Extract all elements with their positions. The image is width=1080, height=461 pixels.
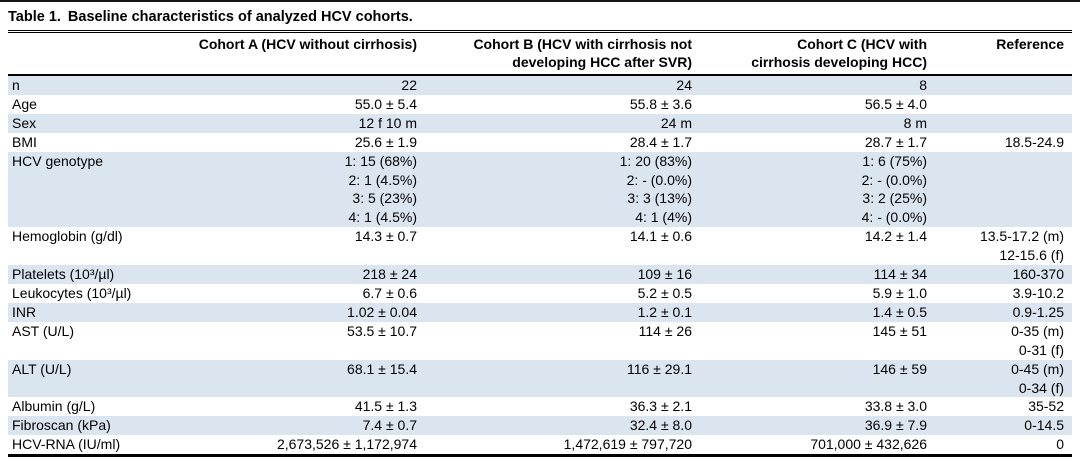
- value-cell-cohort_c: 1: 6 (75%) 2: - (0.0%) 3: 2 (25%) 4: - (…: [861, 152, 927, 226]
- row-label-cell: Fibroscan (kPa): [12, 417, 111, 434]
- value-cell-cohort_a: 7.4 ± 0.7: [362, 417, 417, 434]
- row-label-cell: HCV genotype: [12, 152, 104, 169]
- value-cell-reference: [935, 114, 1072, 133]
- value-cell-cohort_c: 145 ± 51: [872, 322, 927, 339]
- value-cell-cohort_a: 55.0 ± 5.4: [354, 95, 417, 112]
- value-cell-reference: 0-35 (m) 0-31 (f): [1011, 322, 1064, 358]
- table-title: Table 1. Baseline characteristics of anal…: [8, 9, 1072, 25]
- header-cohort-c: Cohort C (HCV with cirrhosis developing …: [700, 33, 935, 76]
- table-row: Sex 12 f 10 m 24 m 8 m: [8, 113, 1072, 133]
- header-row: Cohort A (HCV without cirrhosis) Cohort …: [8, 33, 1072, 76]
- value-cell-reference: 160-370: [1012, 266, 1064, 283]
- header-reference: Reference: [935, 33, 1072, 76]
- value-cell-cohort_b: 14.1 ± 0.6: [629, 228, 692, 245]
- value-cell-cohort_a: 53.5 ± 10.7: [347, 322, 417, 339]
- value-cell-cohort_c: 5.9 ± 1.0: [872, 284, 927, 301]
- value-cell-cohort_a: 12 f 10 m: [358, 114, 417, 131]
- table-row: BMI 25.6 ± 1.9 28.4 ± 1.7 28.7 ± 1.7 18.5-24…: [8, 133, 1072, 152]
- table-row: ALT (U/L) 68.1 ± 15.4 116 ± 29.1 146 ± 59 0-…: [8, 359, 1072, 398]
- value-cell-cohort_b: 109 ± 16: [637, 266, 692, 283]
- row-label-cell: n: [12, 77, 20, 93]
- value-cell-reference: 0-14.5: [1024, 417, 1064, 434]
- table-number: Table 1.: [8, 9, 61, 25]
- value-cell-cohort_c: 14.2 ± 1.4: [864, 228, 927, 245]
- value-cell-reference: [935, 75, 1072, 95]
- table-title-text: Baseline characteristics of analyzed HCV…: [67, 9, 413, 25]
- value-cell-cohort_a: 2,673,526 ± 1,172,974: [276, 436, 417, 453]
- table-row: Leukocytes (10³/µl) 6.7 ± 0.6 5.2 ± 0.5 5.9…: [8, 284, 1072, 303]
- baseline-characteristics-table: Cohort A (HCV without cirrhosis) Cohort …: [8, 33, 1072, 458]
- value-cell-cohort_b: 24 m: [660, 114, 692, 131]
- value-cell-cohort_c: 56.5 ± 4.0: [864, 95, 927, 112]
- row-label-cell: Platelets (10³/µl): [12, 266, 115, 283]
- value-cell-reference: 0: [1056, 436, 1064, 453]
- header-cohort-b: Cohort B (HCV with cirrhosis not develop…: [425, 33, 700, 76]
- value-cell-cohort_b: 116 ± 29.1: [626, 360, 692, 377]
- row-label-cell: Age: [12, 95, 37, 112]
- table-row: n 22 24 8: [8, 75, 1072, 95]
- value-cell-reference: 3.9-10.2: [1012, 284, 1064, 301]
- value-cell-cohort_b: 1,472,619 ± 797,720: [563, 436, 692, 453]
- value-cell-cohort_a: 25.6 ± 1.9: [354, 133, 417, 150]
- table-header: Cohort A (HCV without cirrhosis) Cohort …: [8, 33, 1072, 76]
- value-cell-reference: 13.5-17.2 (m) 12-15.6 (f): [979, 228, 1064, 264]
- row-label-cell: Albumin (g/L): [12, 398, 96, 415]
- table-row: Age 55.0 ± 5.4 55.8 ± 3.6 56.5 ± 4.0: [8, 95, 1072, 114]
- value-cell-reference: 35-52: [1028, 398, 1064, 415]
- table-row: Hemoglobin (g/dl) 14.3 ± 0.7 14.1 ± 0.6 14.…: [8, 227, 1072, 265]
- value-cell-cohort_c: 36.9 ± 7.9: [864, 417, 927, 434]
- row-label-cell: Hemoglobin (g/dl): [12, 228, 123, 245]
- row-label-cell: HCV-RNA (IU/ml): [12, 436, 121, 453]
- value-cell-cohort_a: 68.1 ± 15.4: [347, 360, 417, 377]
- row-label-cell: Sex: [12, 114, 37, 131]
- title-divider-rule: [8, 30, 1072, 33]
- table-row: Albumin (g/L) 41.5 ± 1.3 36.3 ± 2.1 33.8 ± …: [8, 397, 1072, 416]
- value-cell-cohort_b: 114 ± 26: [638, 322, 692, 339]
- header-cohort-a: Cohort A (HCV without cirrhosis): [186, 33, 425, 76]
- value-cell-reference: [935, 95, 1072, 114]
- value-cell-cohort_c: 1.4 ± 0.5: [872, 303, 927, 320]
- value-cell-cohort_b: 1: 20 (83%) 2: - (0.0%) 3: 3 (13%) 4: 1 …: [619, 152, 692, 226]
- value-cell-cohort_c: 701,000 ± 432,626: [810, 436, 927, 453]
- value-cell-cohort_c: 146 ± 59: [872, 360, 927, 377]
- table-row: INR 1.02 ± 0.04 1.2 ± 0.1 1.4 ± 0.5 0.9-1.25: [8, 302, 1072, 322]
- table-row: Fibroscan (kPa) 7.4 ± 0.7 32.4 ± 8.0 36.9 ±…: [8, 416, 1072, 436]
- table-row: Platelets (10³/µl) 218 ± 24 109 ± 16 114 ± …: [8, 265, 1072, 284]
- table-row: HCV-RNA (IU/ml) 2,673,526 ± 1,172,974 1,47…: [8, 435, 1072, 455]
- value-cell-reference: [935, 152, 1072, 228]
- value-cell-cohort_a: 14.3 ± 0.7: [354, 228, 417, 245]
- value-cell-cohort_c: 8 m: [903, 114, 927, 131]
- value-cell-reference: 0-45 (m) 0-34 (f): [1011, 360, 1064, 396]
- value-cell-cohort_c: 28.7 ± 1.7: [864, 133, 927, 150]
- value-cell-cohort_b: 55.8 ± 3.6: [629, 95, 692, 112]
- value-cell-reference: 0.9-1.25: [1012, 303, 1064, 320]
- value-cell-cohort_b: 32.4 ± 8.0: [629, 417, 692, 434]
- value-cell-cohort_a: 218 ± 24: [362, 266, 417, 283]
- value-cell-cohort_a: 22: [401, 77, 417, 93]
- value-cell-cohort_c: 8: [919, 77, 927, 93]
- table-row: AST (U/L) 53.5 ± 10.7 114 ± 26 145 ± 51 0-35…: [8, 322, 1072, 360]
- row-label-cell: INR: [12, 303, 37, 320]
- value-cell-cohort_c: 33.8 ± 3.0: [864, 398, 927, 415]
- value-cell-cohort_b: 5.2 ± 0.5: [637, 284, 692, 301]
- row-label-cell: BMI: [12, 133, 37, 150]
- value-cell-reference: 18.5-24.9: [1004, 133, 1064, 150]
- value-cell-cohort_a: 1: 15 (68%) 2: 1 (4.5%) 3: 5 (23%) 4: 1 …: [344, 152, 417, 226]
- row-label-cell: Leukocytes (10³/µl): [12, 284, 132, 301]
- row-label-cell: ALT (U/L): [12, 360, 72, 377]
- value-cell-cohort_b: 28.4 ± 1.7: [629, 133, 692, 150]
- table-body: n 22 24 8 Age 55.0 ± 5.4 55.8 ± 3.6 56.5 ± 4.0 S…: [8, 75, 1072, 456]
- row-label-cell: AST (U/L): [12, 322, 74, 339]
- header-empty-cell: [8, 33, 186, 76]
- value-cell-cohort_a: 6.7 ± 0.6: [362, 284, 417, 301]
- page-top-rule: [0, 0, 1080, 2]
- table-row: HCV genotype 1: 15 (68%) 2: 1 (4.5%) 3: 5…: [8, 151, 1072, 228]
- value-cell-cohort_b: 36.3 ± 2.1: [629, 398, 692, 415]
- value-cell-cohort_a: 1.02 ± 0.04: [347, 303, 417, 320]
- value-cell-cohort_b: 1.2 ± 0.1: [637, 303, 692, 320]
- value-cell-cohort_a: 41.5 ± 1.3: [354, 398, 417, 415]
- value-cell-cohort_b: 24: [676, 77, 692, 93]
- value-cell-cohort_c: 114 ± 34: [873, 266, 927, 283]
